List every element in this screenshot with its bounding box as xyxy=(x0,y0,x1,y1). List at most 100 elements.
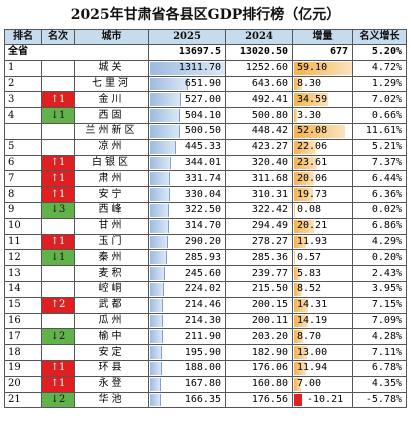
table-row: 8 ↑1 安宁 330.04 310.31 19.73 6.36% xyxy=(4,186,407,203)
table-row: 11 ↑1 玉门 290.20 278.27 11.93 4.29% xyxy=(4,233,407,251)
gdp-2025-value: 504.10 xyxy=(184,109,221,121)
rank-cell: 8 xyxy=(4,186,42,203)
gdp-2025-bar xyxy=(150,393,161,407)
table-row: 20 ↑1 永登 167.80 160.80 7.00 4.35% xyxy=(4,375,407,393)
rank-change-badge xyxy=(41,75,75,93)
table-row: 4 ↓1 西固 504.10 500.80 3.30 0.66% xyxy=(4,107,407,124)
total-growth: 5.20% xyxy=(352,44,407,61)
gdp-2025-bar xyxy=(150,61,225,75)
table-row: 14 崆峒 224.02 215.50 8.52 3.95% xyxy=(4,280,407,298)
table-row: 1 城关 1311.70 1252.60 59.10 4.72% xyxy=(4,59,407,77)
gdp-2025-bar xyxy=(150,188,170,201)
gdp-2025-value: 331.74 xyxy=(184,172,221,184)
table-header: 排名 名次 城市 2025 2024 增量 名义增长 xyxy=(4,29,407,45)
city-name: 西固 xyxy=(74,107,149,124)
gdp-2025-bar xyxy=(150,377,161,391)
gdp-2024-value: 322.42 xyxy=(225,201,293,219)
total-label: 全省 xyxy=(4,44,149,61)
rank-change-badge: ↑2 xyxy=(41,296,75,314)
growth-value: 4.28% xyxy=(352,328,407,346)
growth-value: 6.86% xyxy=(352,217,407,235)
gdp-2025-cell: 224.02 xyxy=(148,280,226,298)
rank-cell: 21 xyxy=(4,391,42,409)
rank-change-badge: ↑1 xyxy=(41,91,75,109)
growth-value: 0.02% xyxy=(352,201,407,219)
gdp-2024-value: 320.40 xyxy=(225,154,293,172)
increase-cell: 11.94 xyxy=(292,359,353,377)
rank-change-badge xyxy=(41,217,75,235)
increase-bar xyxy=(294,361,306,375)
gdp-2025-cell: 214.46 xyxy=(148,296,226,314)
gdp-2025-bar xyxy=(150,267,166,280)
table-row: 17 ↓2 榆中 211.90 203.20 8.70 4.28% xyxy=(4,328,407,346)
gdp-2025-cell: 166.35 xyxy=(148,391,226,409)
growth-value: 6.36% xyxy=(352,186,407,203)
increase-bar xyxy=(294,282,303,296)
gdp-2025-bar xyxy=(150,314,164,328)
gdp-2025-bar xyxy=(150,172,170,186)
growth-value: 7.02% xyxy=(352,91,407,109)
city-name: 安宁 xyxy=(74,186,149,203)
rank-change-badge: ↑1 xyxy=(41,359,75,377)
increase-bar xyxy=(294,298,309,312)
total-row: 全省 13697.5 13020.50 677 5.20% xyxy=(4,44,407,61)
increase-cell: 59.10 xyxy=(292,59,353,77)
gdp-2024-value: 200.11 xyxy=(225,312,293,330)
increase-bar xyxy=(294,267,300,280)
increase-value: -10.21 xyxy=(307,393,344,405)
city-name: 安定 xyxy=(74,344,149,361)
rank-cell: 5 xyxy=(4,138,42,156)
header-row: 排名 名次 城市 2025 2024 增量 名义增长 xyxy=(4,29,407,45)
rank-change-badge xyxy=(41,122,75,140)
gdp-2025-bar xyxy=(150,93,182,107)
gdp-2025-cell: 504.10 xyxy=(148,107,226,124)
rank-change-badge: ↑1 xyxy=(41,170,75,188)
rank-cell: 14 xyxy=(4,280,42,298)
increase-cell: 0.08 xyxy=(292,201,353,219)
header-city: 城市 xyxy=(74,29,149,45)
city-name: 玉门 xyxy=(74,233,149,251)
increase-value: 34.59 xyxy=(297,93,328,105)
increase-cell: 8.70 xyxy=(292,328,353,346)
increase-bar xyxy=(294,109,298,122)
increase-bar xyxy=(294,314,308,328)
growth-value: 3.95% xyxy=(352,280,407,298)
growth-value: 2.43% xyxy=(352,265,407,282)
page-title: 2025年甘肃省各县区GDP排行榜（亿元） xyxy=(70,7,341,23)
header-growth: 名义增长 xyxy=(352,29,407,45)
gdp-2025-bar xyxy=(150,330,164,344)
growth-value: 1.29% xyxy=(352,75,407,93)
city-name: 秦州 xyxy=(74,249,149,267)
gdp-2025-bar xyxy=(150,77,189,91)
gdp-2025-value: 188.00 xyxy=(184,362,221,374)
gdp-2024-value: 294.49 xyxy=(225,217,293,235)
rank-cell xyxy=(4,122,42,140)
increase-cell: 22.06 xyxy=(292,138,353,156)
table-row: 5 凉州 445.33 423.27 22.06 5.21% xyxy=(4,138,407,156)
increase-cell: 20.06 xyxy=(292,170,353,188)
gdp-ranking-table: 排名 名次 城市 2025 2024 增量 名义增长 全省 13697.5 13… xyxy=(4,29,407,409)
rank-change-badge: ↑1 xyxy=(41,154,75,172)
gdp-2024-value: 176.06 xyxy=(225,359,293,377)
gdp-2025-cell: 322.50 xyxy=(148,201,226,219)
gdp-2025-cell: 195.90 xyxy=(148,344,226,361)
gdp-2024-value: 1252.60 xyxy=(225,59,293,77)
gdp-2024-value: 160.80 xyxy=(225,375,293,393)
table-row: 18 安定 195.90 182.90 13.00 7.11% xyxy=(4,344,407,361)
gdp-2025-cell: 188.00 xyxy=(148,359,226,377)
city-name: 城关 xyxy=(74,59,149,77)
increase-value: 14.31 xyxy=(297,299,328,311)
increase-value: 11.93 xyxy=(297,235,328,247)
gdp-2025-cell: 214.30 xyxy=(148,312,226,330)
increase-cell: 13.00 xyxy=(292,344,353,361)
rank-cell: 4 xyxy=(4,107,42,124)
increase-bar xyxy=(294,61,352,75)
growth-value: 11.61% xyxy=(352,122,407,140)
gdp-2025-cell: 331.74 xyxy=(148,170,226,188)
increase-bar xyxy=(294,188,314,201)
city-name: 永登 xyxy=(74,375,149,393)
gdp-2025-value: 344.01 xyxy=(184,156,221,168)
increase-bar xyxy=(294,77,303,91)
gdp-2025-bar xyxy=(150,219,169,233)
increase-value: 0.57 xyxy=(297,251,322,263)
